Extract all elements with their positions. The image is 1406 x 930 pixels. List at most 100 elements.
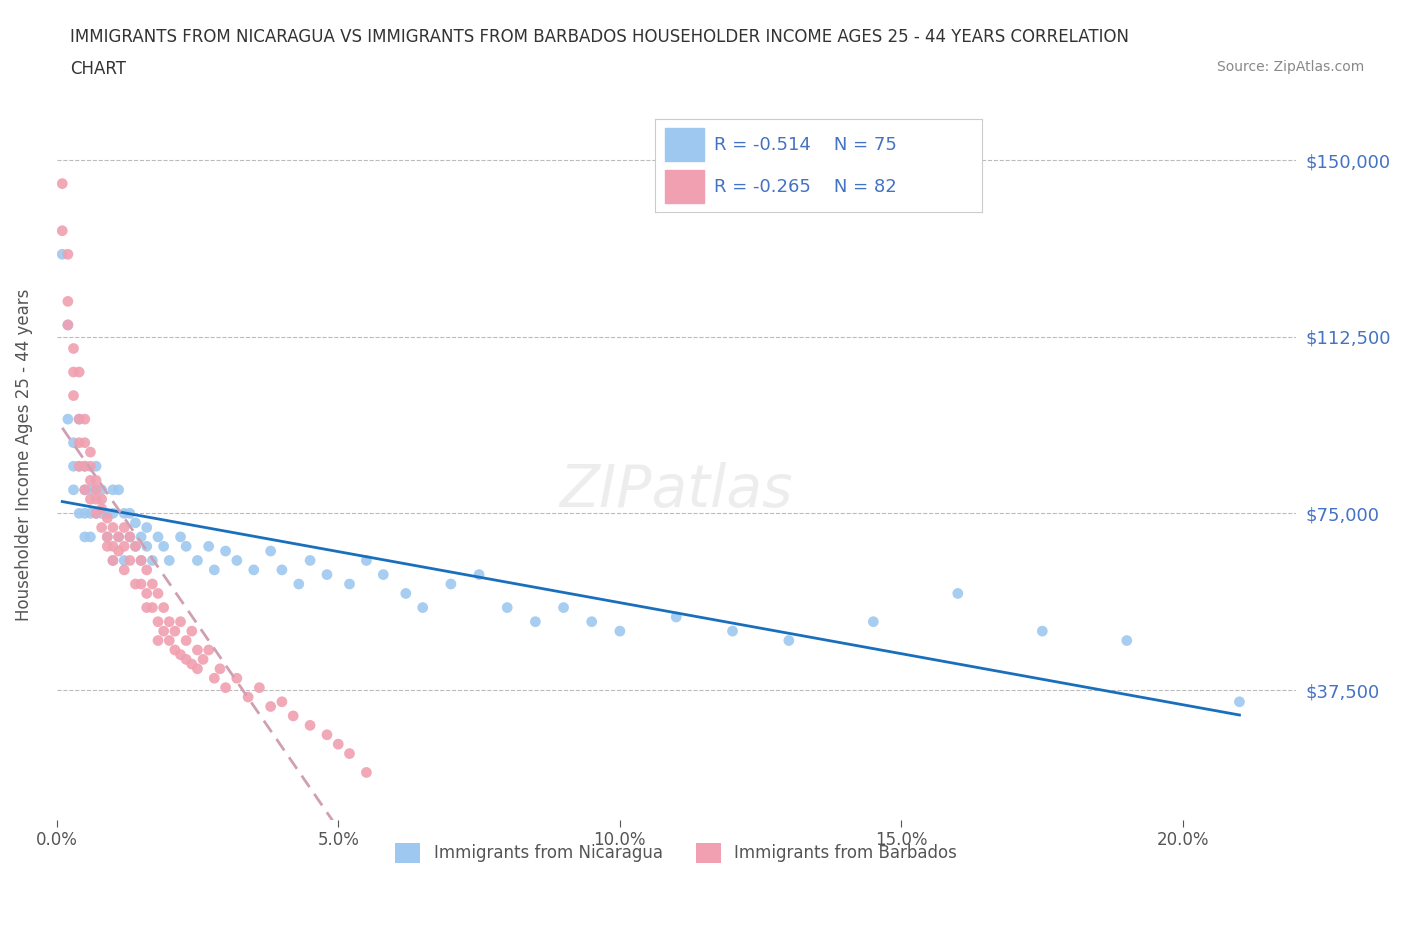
Point <box>135 586 157 601</box>
Point <box>79 492 101 507</box>
Point <box>107 529 129 544</box>
Point <box>112 553 135 568</box>
Point <box>356 553 378 568</box>
Point <box>51 176 73 191</box>
Point <box>299 553 322 568</box>
Point <box>129 553 152 568</box>
Point <box>152 538 174 553</box>
Point <box>197 538 219 553</box>
Point <box>90 506 112 521</box>
Point <box>62 435 84 450</box>
Point <box>56 317 79 332</box>
Point <box>129 577 152 591</box>
Point <box>1031 624 1053 639</box>
Text: ZIPatlas: ZIPatlas <box>560 462 793 520</box>
Point <box>271 695 294 710</box>
Point <box>283 709 305 724</box>
Point <box>90 520 112 535</box>
Point <box>157 614 180 629</box>
Point <box>609 624 631 639</box>
Y-axis label: Householder Income Ages 25 - 44 years: Householder Income Ages 25 - 44 years <box>15 288 32 620</box>
Point <box>84 492 107 507</box>
Point <box>79 445 101 459</box>
Point <box>67 435 90 450</box>
Point <box>356 765 378 780</box>
Point <box>56 246 79 261</box>
Point <box>96 529 118 544</box>
Point <box>141 577 163 591</box>
Point <box>79 506 101 521</box>
Point <box>62 341 84 356</box>
Point <box>180 624 202 639</box>
Point <box>124 577 146 591</box>
Point <box>339 746 361 761</box>
Point <box>169 647 191 662</box>
Point <box>778 633 800 648</box>
Point <box>288 577 311 591</box>
Point <box>62 458 84 473</box>
Point <box>84 506 107 521</box>
Bar <box>665 128 704 161</box>
Point <box>236 690 259 705</box>
Point <box>146 633 169 648</box>
Point <box>73 458 96 473</box>
Point <box>946 586 969 601</box>
Point <box>84 506 107 521</box>
Point <box>225 671 247 685</box>
Point <box>112 563 135 578</box>
Point <box>67 458 90 473</box>
Point <box>56 317 79 332</box>
Point <box>316 567 339 582</box>
Point <box>496 600 519 615</box>
Point <box>202 671 225 685</box>
Point <box>157 633 180 648</box>
Point <box>118 529 141 544</box>
Point <box>186 661 208 676</box>
Point <box>214 544 236 559</box>
Point <box>440 577 463 591</box>
Point <box>118 553 141 568</box>
Point <box>1115 633 1137 648</box>
Point <box>62 365 84 379</box>
Point <box>174 633 197 648</box>
Point <box>112 520 135 535</box>
Point <box>129 529 152 544</box>
Point <box>135 600 157 615</box>
Point <box>79 458 101 473</box>
Point <box>67 412 90 427</box>
Bar <box>665 170 704 203</box>
Point <box>67 506 90 521</box>
Point <box>135 538 157 553</box>
Point <box>157 553 180 568</box>
Point <box>90 501 112 516</box>
Point <box>373 567 395 582</box>
Point <box>84 473 107 488</box>
Point <box>124 538 146 553</box>
Point <box>96 529 118 544</box>
Point <box>124 538 146 553</box>
Point <box>141 553 163 568</box>
Point <box>62 388 84 403</box>
Point <box>202 563 225 578</box>
Point <box>118 506 141 521</box>
Point <box>73 483 96 498</box>
Point <box>412 600 434 615</box>
Point <box>129 553 152 568</box>
Point <box>135 563 157 578</box>
Point <box>259 544 281 559</box>
Point <box>96 538 118 553</box>
Point <box>107 483 129 498</box>
Point <box>90 483 112 498</box>
Point <box>191 652 214 667</box>
Point <box>73 506 96 521</box>
Text: R = -0.514    N = 75: R = -0.514 N = 75 <box>714 136 897 153</box>
Point <box>90 492 112 507</box>
Point <box>101 506 124 521</box>
Point <box>169 529 191 544</box>
Point <box>107 544 129 559</box>
Point <box>174 538 197 553</box>
Point <box>79 529 101 544</box>
Point <box>259 699 281 714</box>
Point <box>180 657 202 671</box>
Point <box>107 529 129 544</box>
